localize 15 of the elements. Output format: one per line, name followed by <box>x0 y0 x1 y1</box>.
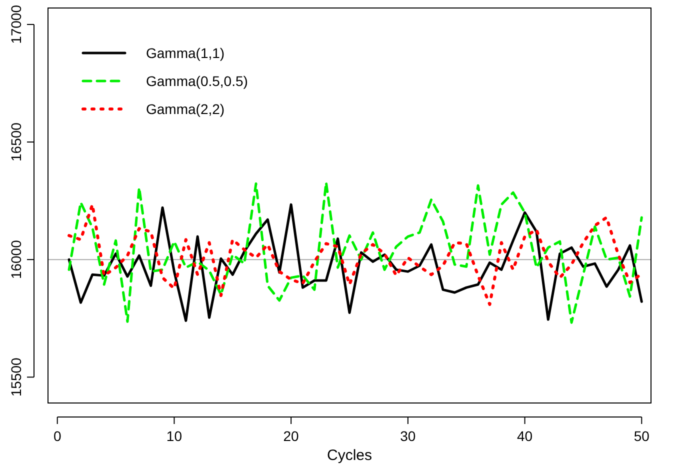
x-tick-label: 20 <box>283 428 300 444</box>
x-tick-label: 40 <box>517 428 533 444</box>
x-tick-label: 10 <box>166 428 182 444</box>
y-tick-label: 16500 <box>8 122 24 162</box>
x-axis-title: Cycles <box>326 447 372 464</box>
y-tick-label: 16000 <box>8 240 24 280</box>
line-series <box>68 181 643 324</box>
legend-label: Gamma(1,1) <box>146 45 225 61</box>
x-tick-label: 0 <box>53 428 62 444</box>
x-tick-label: 50 <box>634 428 650 444</box>
legend-label: Gamma(0.5,0.5) <box>146 73 248 89</box>
y-tick-label: 17000 <box>8 4 24 44</box>
legend-label: Gamma(2,2) <box>146 101 225 117</box>
y-tick-label: 15500 <box>8 357 24 397</box>
x-tick-label: 30 <box>400 428 416 444</box>
